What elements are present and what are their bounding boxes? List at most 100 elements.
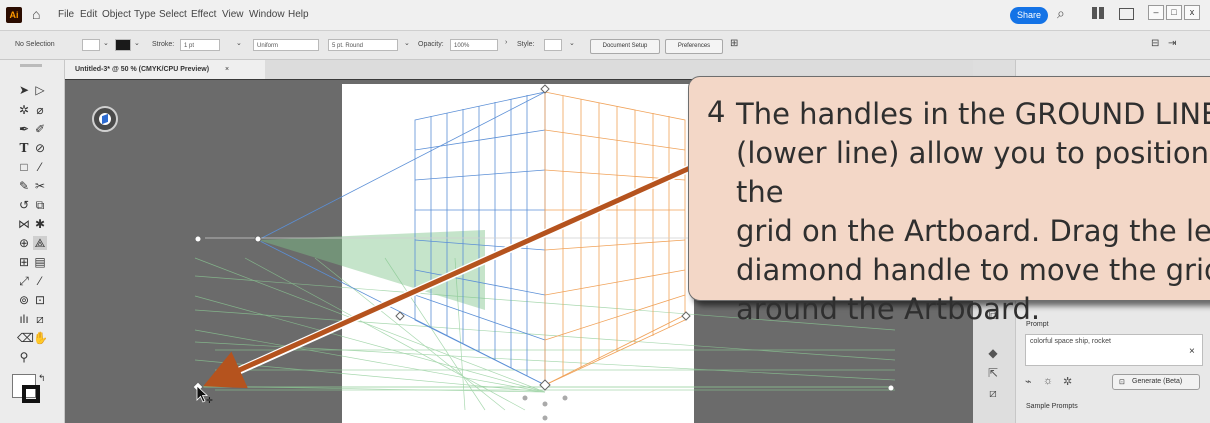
prompt-input[interactable]: colorful space ship, rocket ×	[1025, 334, 1203, 366]
brush-definition[interactable]: 5 pt. Round	[328, 39, 398, 51]
pen-icon[interactable]: ✒	[18, 122, 30, 136]
preferences-button[interactable]: Preferences	[665, 39, 723, 54]
plane-switching-widget[interactable]	[92, 106, 118, 132]
chevron-down-icon[interactable]: ⌄	[103, 40, 109, 47]
stroke-color-swatch[interactable]	[22, 385, 40, 403]
menu-file[interactable]: File	[58, 9, 75, 20]
stroke-swatch[interactable]	[115, 39, 131, 51]
type-icon[interactable]: T	[19, 141, 29, 155]
chevron-down-icon[interactable]: ⌄	[569, 40, 575, 47]
menu-help[interactable]: Help	[288, 9, 309, 20]
prompt-label: Prompt	[1026, 321, 1049, 328]
search-icon[interactable]: ⌕	[1057, 5, 1065, 21]
grid-bottom-handle[interactable]	[542, 415, 548, 421]
blend-icon[interactable]: ⁄	[38, 274, 41, 288]
transform-icon[interactable]: ⊟	[1151, 38, 1160, 49]
menu-type[interactable]: Type	[134, 9, 156, 20]
horizon-handle-left[interactable]	[195, 236, 201, 242]
lasso-icon[interactable]: ⌀	[36, 103, 44, 117]
pencil-icon[interactable]: ✎	[18, 179, 30, 193]
clear-prompt-icon[interactable]: ×	[1189, 346, 1195, 357]
graphic-style-swatch[interactable]	[544, 39, 562, 51]
left-plane-extent-handle[interactable]	[395, 311, 405, 321]
right-plane-extent-handle[interactable]	[681, 311, 691, 321]
direct-selection-icon[interactable]: ▷	[35, 83, 45, 97]
gradient-icon[interactable]: ▤	[34, 255, 46, 269]
mouse-pointer-icon: ✛	[196, 385, 213, 405]
grid-extent-handle-left[interactable]	[522, 395, 528, 401]
generate-button[interactable]: ⊡ Generate (Beta)	[1112, 374, 1200, 390]
curvature-icon[interactable]: ✐	[34, 122, 46, 136]
arrange-icon[interactable]: ⇥	[1168, 38, 1177, 49]
fill-swatch[interactable]	[82, 39, 100, 51]
settings-gear-icon[interactable]: ✲	[1063, 376, 1073, 388]
swap-colors-icon[interactable]: ↰	[38, 373, 46, 383]
close-button[interactable]: x	[1184, 5, 1200, 20]
left-vanishing-point[interactable]	[254, 235, 262, 243]
scale-icon[interactable]: ⧉	[35, 198, 45, 212]
eraser-icon[interactable]: ⌫	[17, 331, 34, 345]
shape-builder-icon[interactable]: ⊕	[18, 236, 30, 250]
symbol-sprayer-icon[interactable]: ⊚	[18, 293, 30, 307]
rotate-icon[interactable]: ↺	[18, 198, 30, 212]
document-setup-button[interactable]: Document Setup	[590, 39, 660, 54]
maximize-button[interactable]: □	[1166, 5, 1182, 20]
menu-view[interactable]: View	[222, 9, 244, 20]
grid-extent-handle-right[interactable]	[562, 395, 568, 401]
menu-window[interactable]: Window	[249, 9, 285, 20]
magic-wand-icon[interactable]: ✲	[18, 103, 30, 117]
tab-close-icon[interactable]: ×	[224, 66, 230, 73]
stroke-weight-field[interactable]: 1 pt	[180, 39, 220, 51]
opacity-field[interactable]: 100%	[450, 39, 498, 51]
workspace-switcher-icon[interactable]	[1119, 8, 1134, 20]
zoom-icon[interactable]: ⚲	[19, 350, 29, 364]
ground-line-right-handle[interactable]	[888, 385, 894, 391]
menu-effect[interactable]: Effect	[191, 9, 217, 20]
panel-grip[interactable]	[20, 64, 42, 67]
chevron-down-icon[interactable]: ⌄	[134, 40, 140, 47]
eyedropper-icon[interactable]: ⤢	[19, 274, 29, 288]
align-icon[interactable]: ⊞	[730, 38, 739, 49]
perspective-grid[interactable]: ✛	[65, 80, 973, 423]
hand-icon[interactable]: ✋	[33, 331, 48, 345]
chevron-right-icon[interactable]: ›	[505, 39, 508, 46]
minimize-button[interactable]: –	[1148, 5, 1164, 20]
slice-icon[interactable]: ⧄	[36, 312, 44, 326]
artboard-icon[interactable]: ⊡	[34, 293, 46, 307]
chevron-down-icon[interactable]: ⌄	[404, 40, 410, 47]
layers-panel-icon[interactable]: ⧉	[988, 308, 998, 322]
ellipse-icon[interactable]: ⊘	[34, 141, 46, 155]
mesh-icon[interactable]: ⊞	[18, 255, 30, 269]
document-tab[interactable]: Untitled-3* @ 50 % (CMYK/CPU Preview) ×	[65, 60, 265, 79]
graph-icon[interactable]: ılı	[19, 312, 29, 326]
lighting-icon[interactable]: ☼	[1043, 375, 1054, 387]
rectangle-icon[interactable]: □	[20, 160, 28, 174]
right-plane-grid	[544, 91, 686, 386]
grid-cell-size-handle[interactable]	[542, 401, 548, 407]
arrange-documents-icon[interactable]	[1092, 7, 1106, 19]
export-icon[interactable]: ⇱	[987, 366, 999, 380]
puppet-warp-icon[interactable]: ✱	[34, 217, 46, 231]
selection-tool-icon[interactable]: ➤	[18, 83, 30, 97]
home-icon[interactable]: ⌂	[32, 6, 41, 22]
prompt-input-text: colorful space ship, rocket	[1030, 338, 1111, 345]
perspective-grid-icon[interactable]: ⟁	[33, 236, 47, 250]
variable-width-profile[interactable]: Uniform	[253, 39, 319, 51]
scissors-icon[interactable]: ✂	[34, 179, 46, 193]
menu-object[interactable]: Object	[102, 9, 131, 20]
app-logo: Ai	[6, 7, 22, 23]
vertical-extent-handle[interactable]	[540, 84, 550, 94]
menu-select[interactable]: Select	[159, 9, 187, 20]
chevron-down-icon[interactable]: ⌄	[236, 40, 242, 47]
menu-edit[interactable]: Edit	[80, 9, 98, 20]
generate-button-label: Generate (Beta)	[1132, 378, 1183, 385]
document-tab-bar: Untitled-3* @ 50 % (CMYK/CPU Preview) ×	[65, 60, 1040, 79]
opacity-label: Opacity:	[418, 41, 444, 48]
artboards-icon[interactable]: ⧄	[989, 386, 997, 400]
paintbrush-icon[interactable]: ⁄	[38, 160, 41, 174]
width-tool-icon[interactable]: ⋈	[18, 217, 30, 231]
libraries-icon[interactable]: ◆	[988, 346, 998, 360]
effects-icon[interactable]: ⌁	[1025, 376, 1032, 388]
origin-handle[interactable]	[539, 379, 551, 391]
share-button[interactable]: Share	[1010, 7, 1048, 24]
